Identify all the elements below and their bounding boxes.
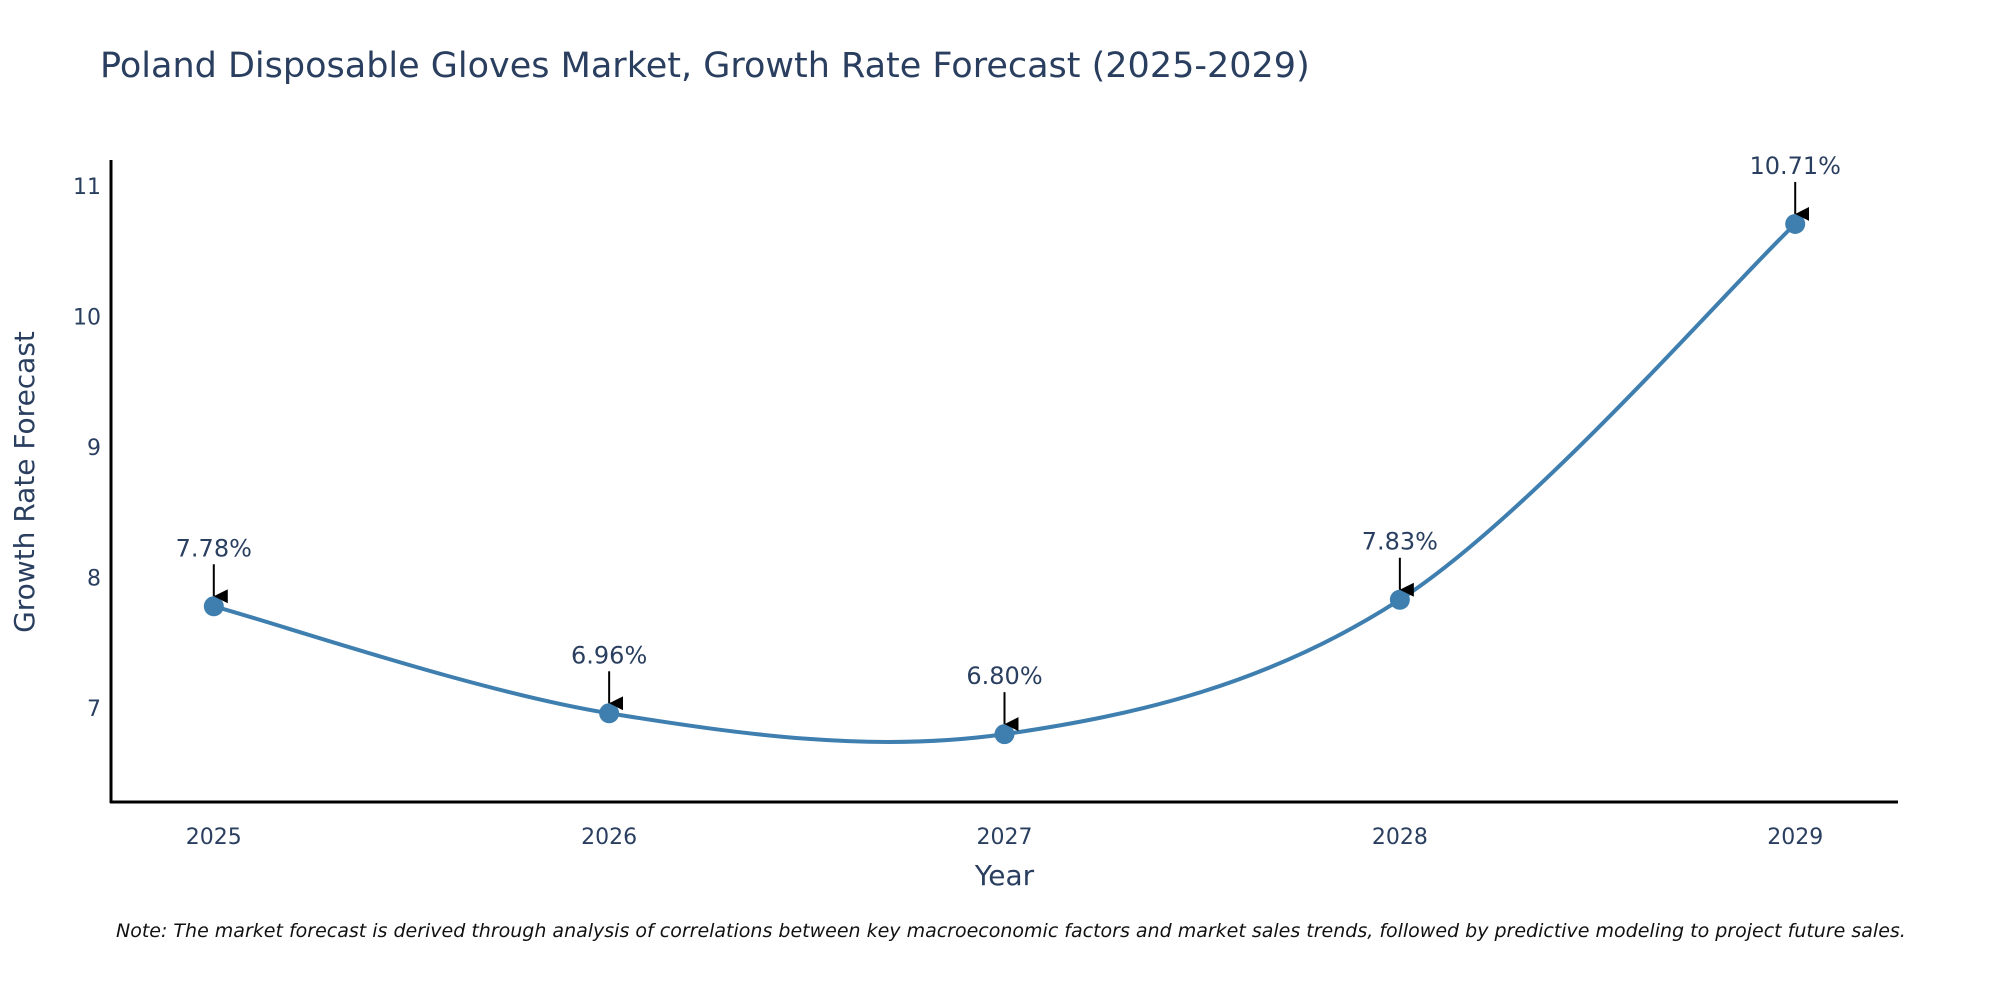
annotations: 7.78% 6.96% 6.80% 7.83% 10.71% [176, 152, 1841, 732]
data-point[interactable] [994, 724, 1015, 745]
data-point[interactable] [1389, 589, 1410, 610]
y-tick-label: 10 [73, 306, 101, 331]
x-tick-label: 2025 [186, 825, 242, 850]
y-tick-label: 8 [87, 567, 101, 592]
axes [109, 160, 1898, 804]
chart-title: Poland Disposable Gloves Market, Growth … [100, 46, 1310, 86]
y-tick-label: 7 [87, 697, 101, 722]
data-label: 10.71% [1749, 152, 1841, 180]
data-point[interactable] [599, 703, 620, 724]
x-tick-label: 2026 [581, 825, 637, 850]
series-line [213, 222, 1797, 745]
data-label: 7.78% [176, 534, 252, 562]
data-label: 6.80% [966, 662, 1042, 690]
x-tick-label: 2029 [1767, 825, 1823, 850]
y-axis-title: Growth Rate Forecast [8, 331, 41, 633]
x-axis-title: Year [974, 859, 1035, 892]
data-point[interactable] [203, 596, 224, 617]
footnote: Note: The market forecast is derived thr… [116, 920, 1906, 942]
data-label: 6.96% [571, 641, 647, 669]
x-tick-label: 2028 [1372, 825, 1428, 850]
y-tick-label: 11 [73, 175, 101, 200]
y-tick-label: 9 [87, 436, 101, 461]
x-tick-label: 2027 [977, 825, 1033, 850]
tick-labels: 7 8 9 10 11 2025 2026 2027 2028 2029 [73, 175, 1823, 850]
data-label: 7.83% [1362, 528, 1438, 556]
data-point[interactable] [1785, 213, 1806, 234]
